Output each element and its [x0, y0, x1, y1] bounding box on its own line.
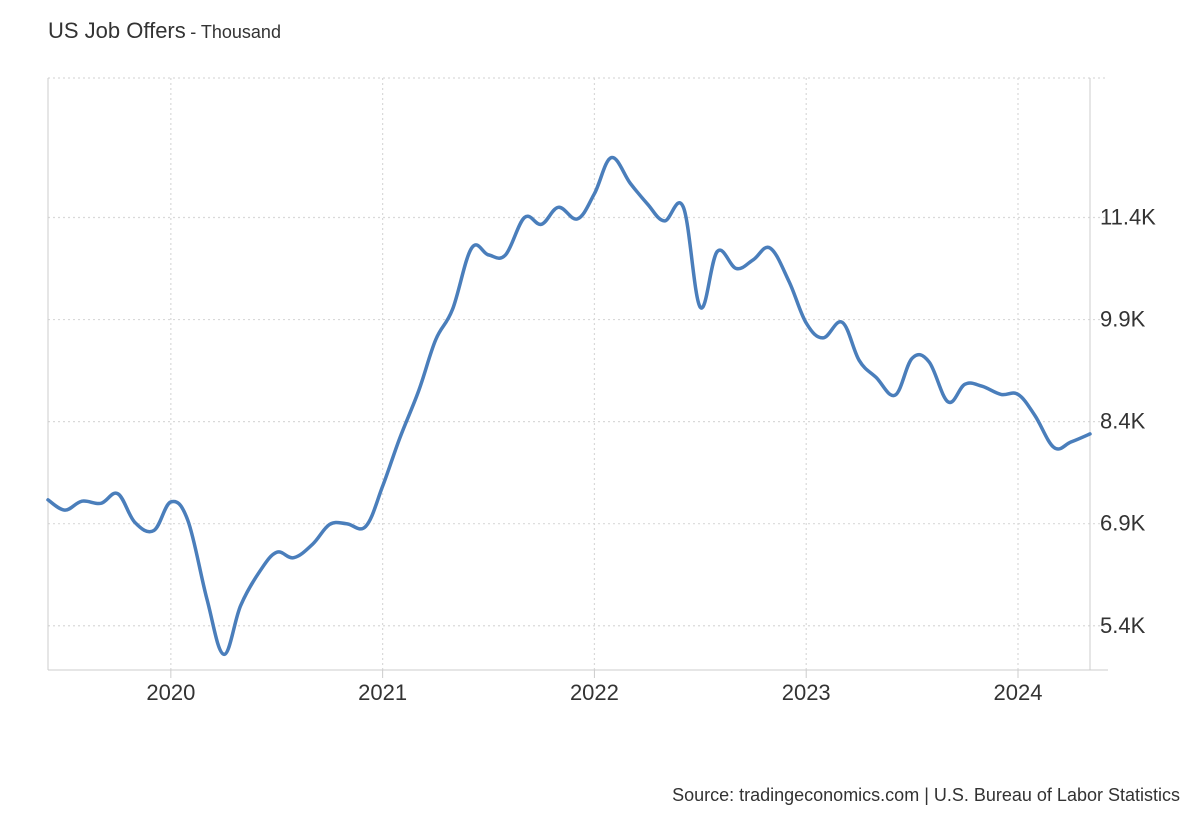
line-chart: 5.4K 6.9K 8.4K 9.9K 11.4K 2020 2021 2022 2023 202… — [46, 77, 1156, 705]
tick-labels: 5.4K 6.9K 8.4K 9.9K 11.4K 2020 2021 2022 2023 202… — [146, 204, 1156, 705]
chart-title-unit: - Thousand — [190, 22, 281, 42]
x-tick-label: 2022 — [570, 680, 619, 705]
chart-title-main: US Job Offers — [48, 18, 186, 43]
grid-lines — [48, 77, 1108, 670]
chart-title: US Job Offers - Thousand — [48, 18, 281, 44]
axes — [47, 78, 1108, 678]
y-tick-label: 5.4K — [1100, 613, 1146, 638]
x-tick-label: 2021 — [358, 680, 407, 705]
y-tick-label: 9.9K — [1100, 307, 1146, 332]
x-tick-label: 2024 — [994, 680, 1043, 705]
y-tick-label: 6.9K — [1100, 511, 1146, 536]
x-tick-label: 2020 — [146, 680, 195, 705]
y-tick-label: 11.4K — [1100, 204, 1156, 229]
x-tick-label: 2023 — [782, 680, 831, 705]
series-line — [46, 155, 1092, 657]
source-note: Source: tradingeconomics.com | U.S. Bure… — [672, 785, 1180, 805]
y-tick-label: 8.4K — [1100, 409, 1146, 434]
series-layer — [46, 155, 1092, 657]
